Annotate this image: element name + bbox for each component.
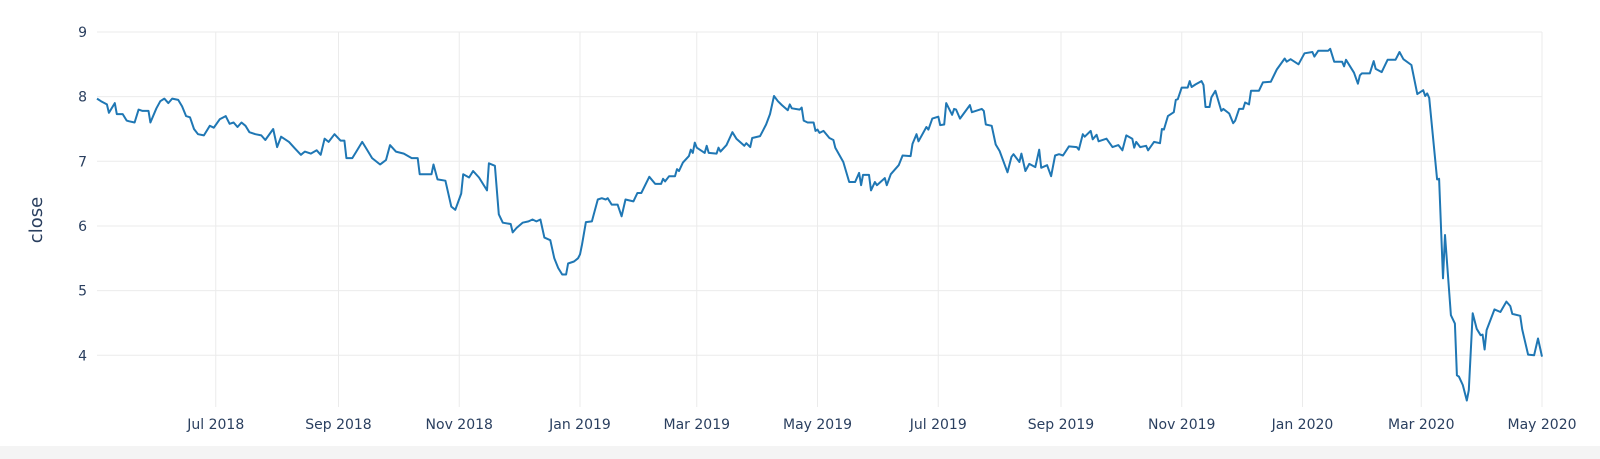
y-tick-label: 7 [78,154,87,170]
x-tick-label: Jan 2019 [548,417,611,433]
x-tick-label: Mar 2019 [664,417,731,433]
x-tick-label: May 2020 [1507,417,1576,433]
y-tick-label: 5 [78,284,87,300]
bottom-strip [0,446,1600,459]
series-line-close [96,47,1543,402]
x-tick-label: Sep 2019 [1028,417,1094,433]
y-axis-label: close [26,197,47,243]
y-tick-label: 4 [78,348,87,364]
gridlines [97,31,1543,407]
x-tick-label: Nov 2018 [426,417,493,433]
x-tick-label: May 2019 [783,417,852,433]
x-tick-label: Sep 2018 [305,417,371,433]
x-tick-label: Nov 2019 [1148,417,1215,433]
x-tick-label: Jan 2020 [1271,417,1334,433]
y-tick-label: 8 [78,90,87,106]
y-axis-ticks: 4 5 6 7 8 9 [78,25,87,364]
y-tick-label: 6 [78,219,87,235]
y-tick-label: 9 [78,25,87,41]
x-axis-ticks: Jul 2018 Sep 2018 Nov 2018 Jan 2019 Mar 2019… [186,417,1576,433]
x-tick-label: Jul 2019 [909,417,967,433]
x-tick-label: Mar 2020 [1388,417,1455,433]
series-layer [96,47,1543,402]
x-tick-label: Jul 2018 [186,417,244,433]
